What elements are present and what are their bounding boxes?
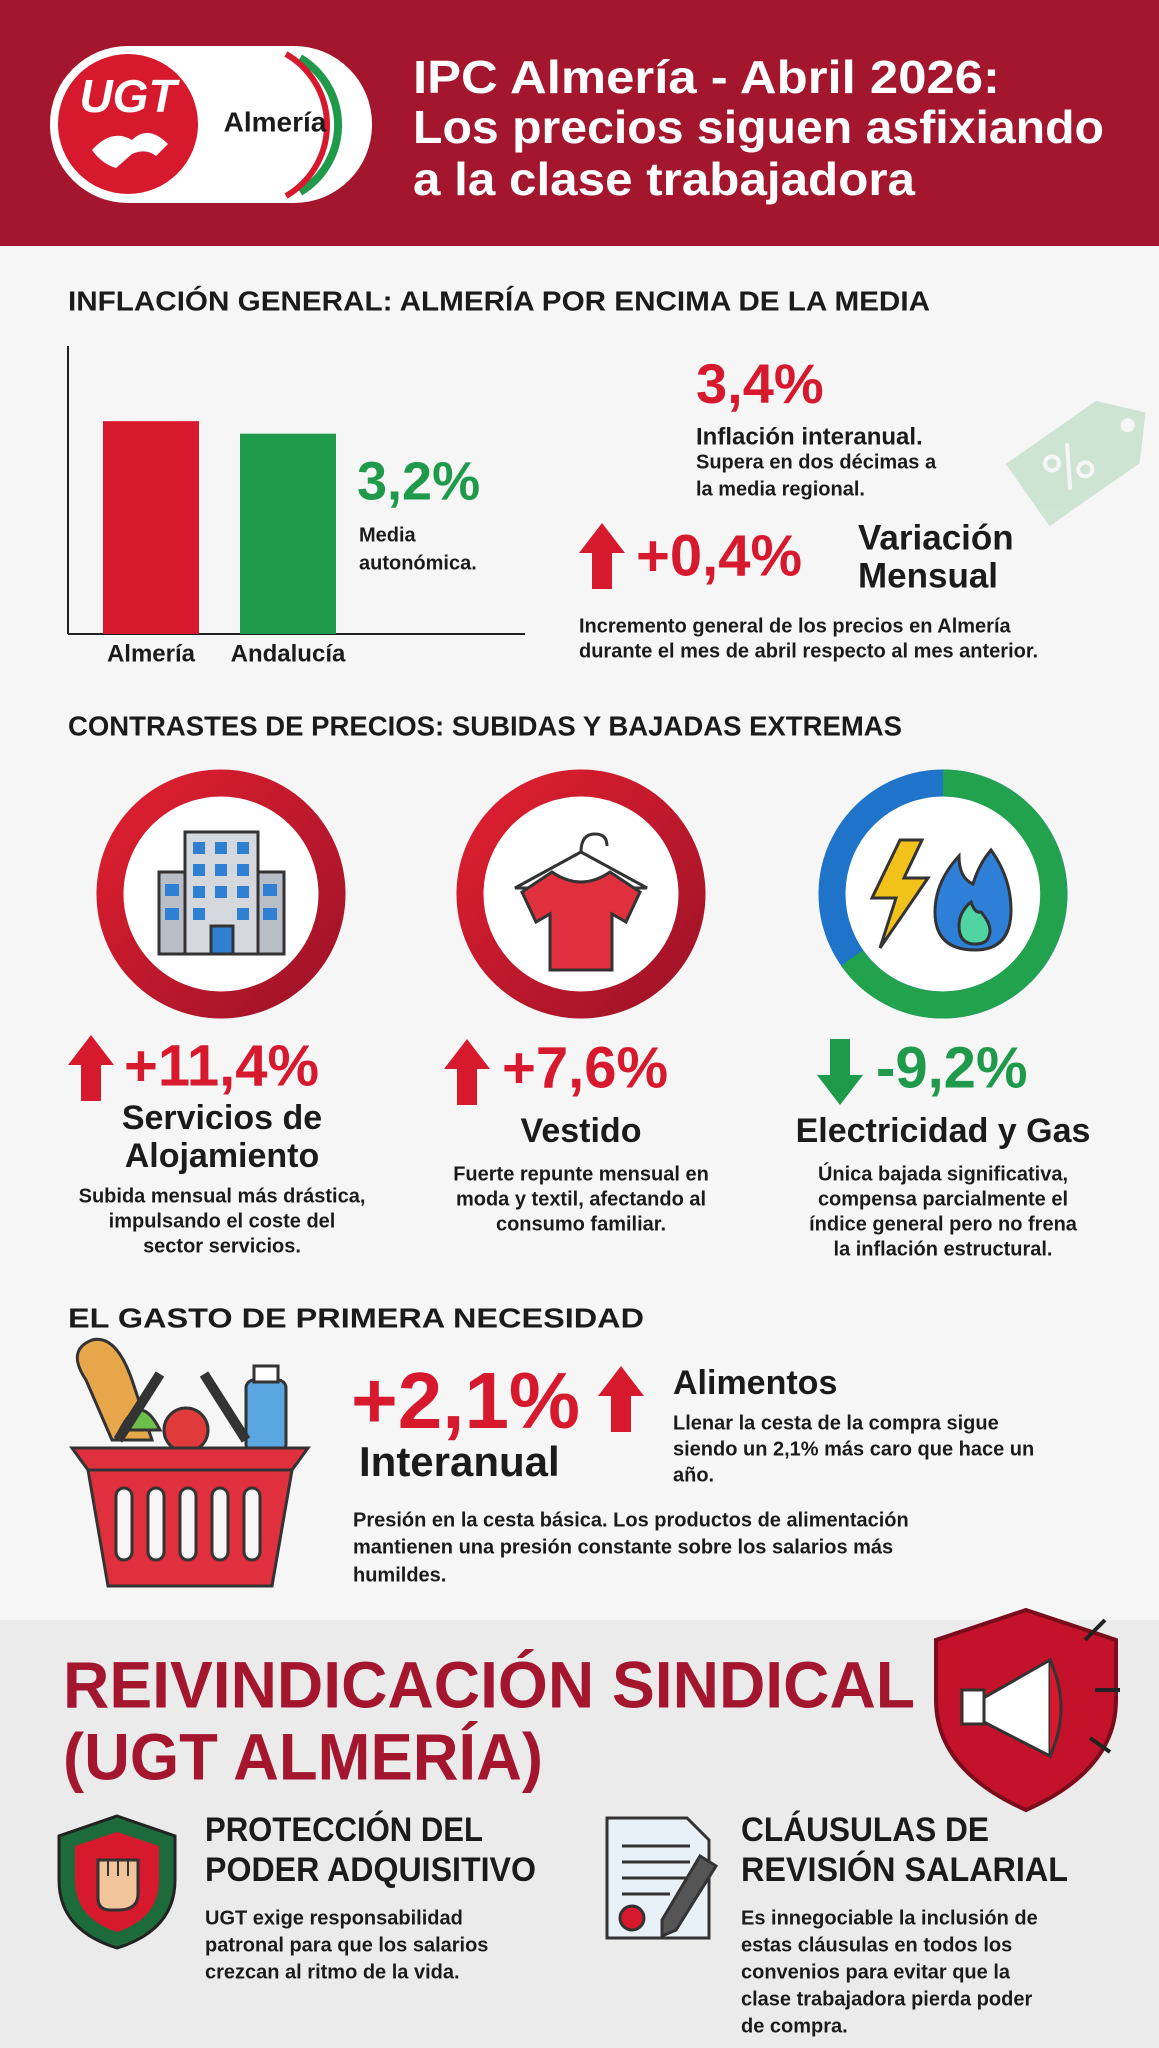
food-value: +2,1% (351, 1356, 580, 1445)
item-description: sector servicios. (143, 1235, 301, 1257)
almeria-value: 3,4% (696, 352, 824, 415)
shirt-icon (514, 832, 648, 972)
logo: UGT Almería (50, 46, 372, 203)
section-heading: EL GASTO DE PRIMERA NECESIDAD (68, 1302, 644, 1333)
note-line: año. (673, 1464, 714, 1486)
category-label: Andalucía (231, 640, 346, 667)
interanual-label: Inflación interanual. (696, 423, 923, 450)
arrow-up (579, 523, 625, 589)
point-description: UGT exige responsabilidad (205, 1907, 463, 1929)
claim-heading: REIVINDICACIÓN SINDICAL (63, 1647, 915, 1721)
bar (240, 433, 336, 634)
point-description: patronal para que los salarios (205, 1934, 488, 1956)
title-line: IPC Almería - Abril 2026: (413, 51, 1000, 103)
regional-label: Media (359, 524, 417, 546)
monthly-label: Mensual (858, 556, 998, 595)
title-line: a la clase trabajadora (413, 153, 915, 205)
point-title: PODER ADQUISITIVO (205, 1851, 536, 1889)
note-line: la media regional. (696, 478, 865, 500)
food-period: Interanual (359, 1438, 560, 1485)
bar-chart: Almería Andalucía (67, 346, 525, 667)
point-description: de compra. (741, 2015, 848, 2037)
building-icon (157, 830, 286, 956)
item-description: la inflación estructural. (834, 1238, 1053, 1260)
regional-value: 3,2% (357, 451, 480, 511)
point-title: REVISIÓN SALARIAL (741, 1851, 1068, 1889)
item-title: Alojamiento (125, 1137, 320, 1175)
food-category: Alimentos (673, 1364, 837, 1402)
item-title: Servicios de (122, 1099, 322, 1137)
monthly-value: +0,4% (636, 523, 802, 588)
item-title: Electricidad y Gas (796, 1112, 1091, 1150)
change-value: -9,2% (876, 1035, 1028, 1100)
ring-segment (840, 769, 1068, 1019)
note-line: siendo un 2,1% más caro que hace un (673, 1438, 1034, 1460)
basket-icon (69, 1337, 311, 1588)
section-heading: INFLACIÓN GENERAL: ALMERÍA POR ENCIMA DE… (68, 285, 930, 316)
note-line: Supera en dos décimas a (696, 451, 937, 473)
bar (103, 421, 199, 634)
point-description: convenios para evitar que la (741, 1961, 1011, 1983)
item-description: moda y textil, afectando al (456, 1188, 706, 1210)
item-description: Fuerte repunte mensual en (453, 1163, 709, 1185)
point-description: clase trabajadora pierda poder (741, 1988, 1032, 2010)
energy-icon (869, 838, 1013, 952)
title-line: Los precios siguen asfixiando (413, 101, 1104, 153)
item-description: impulsando el coste del (109, 1210, 336, 1232)
item-description: Única bajada significativa, (818, 1161, 1068, 1185)
logo-text: UGT (79, 70, 180, 122)
arrow-up (68, 1035, 114, 1101)
claim-heading: (UGT ALMERÍA) (63, 1719, 543, 1793)
tag-icon (1005, 400, 1146, 527)
note-line: Incremento general de los precios en Alm… (579, 615, 1012, 637)
section-heading: CONTRASTES DE PRECIOS: SUBIDAS Y BAJADAS… (68, 710, 902, 741)
arrow-down (817, 1039, 863, 1105)
point-description: crezcan al ritmo de la vida. (205, 1961, 460, 1983)
item-description: consumo familiar. (496, 1213, 666, 1235)
regional-label: autonómica. (359, 552, 477, 574)
change-value: +7,6% (502, 1035, 668, 1100)
description-line: Presión en la cesta básica. Los producto… (353, 1509, 909, 1531)
item-title: Vestido (521, 1112, 642, 1150)
monthly-label: Variación (858, 518, 1014, 557)
arrow-up (444, 1039, 490, 1105)
item-description: compensa parcialmente el (818, 1188, 1068, 1210)
point-title: PROTECCIÓN DEL (205, 1811, 483, 1849)
point-title: CLÁUSULAS DE (741, 1811, 989, 1849)
point-description: estas cláusulas en todos los (741, 1934, 1012, 1956)
note-line: Llenar la cesta de la compra sigue (673, 1412, 999, 1434)
arrow-up (598, 1366, 644, 1432)
megaphone-icon (934, 1607, 1120, 1813)
point-description: Es innegociable la inclusión de (741, 1907, 1038, 1929)
logo-location: Almería (224, 106, 327, 137)
document-icon (605, 1816, 719, 1940)
description-line: humildes. (353, 1564, 446, 1586)
fist-shield-icon (57, 1814, 177, 1950)
item-description: Subida mensual más drástica, (79, 1185, 366, 1207)
change-value: +11,4% (124, 1033, 319, 1098)
item-description: índice general pero no frena (809, 1213, 1078, 1235)
category-label: Almería (107, 640, 196, 667)
note-line: durante el mes de abril respecto al mes … (579, 640, 1038, 662)
description-line: mantienen una presión constante sobre lo… (353, 1536, 893, 1558)
